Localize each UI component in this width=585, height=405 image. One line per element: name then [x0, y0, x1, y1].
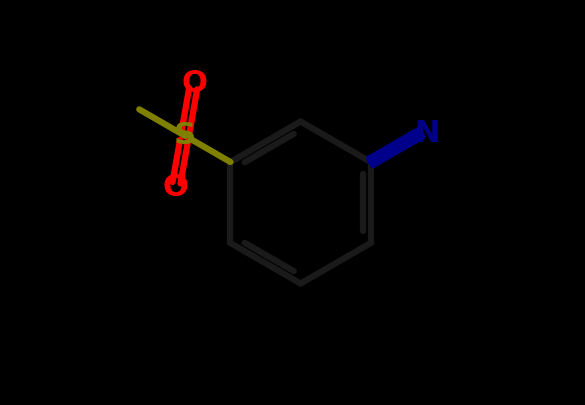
Text: N: N: [414, 119, 440, 147]
Text: O: O: [163, 173, 188, 202]
Text: O: O: [181, 69, 207, 98]
Text: S: S: [174, 121, 196, 150]
